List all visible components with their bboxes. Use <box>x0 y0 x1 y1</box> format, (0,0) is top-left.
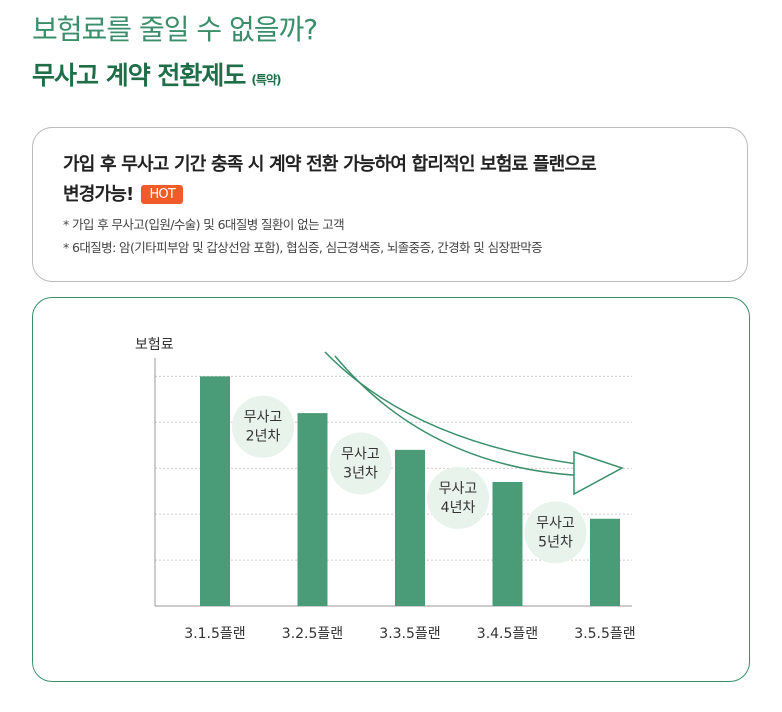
bar <box>297 413 328 606</box>
trend-arrow <box>324 351 613 469</box>
x-tick-label: 3.5.5플랜 <box>574 626 635 642</box>
annotation-badge <box>232 395 294 458</box>
x-tick-label: 3.3.5플랜 <box>379 626 440 642</box>
info-line-2: 변경가능! HOT <box>63 180 184 206</box>
x-tick-label: 3.2.5플랜 <box>282 626 343 642</box>
trend-arrow <box>334 355 591 477</box>
info-box: 가입 후 무사고 기간 충족 시 계약 전환 가능하여 합리적인 보험료 플랜으… <box>32 127 748 282</box>
annotation-badge <box>427 466 489 529</box>
note: * 6대질병: 암(기타피부암 및 갑상선암 포함), 협심증, 심근경색증, … <box>63 240 543 255</box>
title: 보험료를 줄일 수 없을까? <box>32 13 318 46</box>
x-tick-label: 3.4.5플랜 <box>477 626 538 642</box>
annotation: 무사고 <box>244 410 283 426</box>
annotation: 3년차 <box>343 465 378 481</box>
subtitle-text: 무사고 계약 전환제도 <box>32 61 246 90</box>
info-line: 가입 후 무사고 기간 충족 시 계약 전환 가능하여 합리적인 보험료 플랜으… <box>63 154 597 175</box>
annotation-badge <box>524 501 587 564</box>
chart-box <box>32 297 750 682</box>
arrow-head <box>573 450 624 496</box>
y-axis-label: 보험료 <box>135 337 174 353</box>
plot: 보험료 3.1.5플랜 3.2.5플랜 3.3.5플랜 3.4.5플랜 3.5.5플랜 무사… <box>135 337 636 642</box>
annotation-badge <box>329 432 392 495</box>
bar <box>492 482 523 606</box>
annotation: 5년차 <box>538 534 573 550</box>
note: * 가입 후 무사고(입원/수술) 및 6대질병 질환이 없는 고객 <box>63 217 345 232</box>
annotation: 2년차 <box>246 429 281 445</box>
info-line: 변경가능! <box>63 184 134 205</box>
annotation: 무사고 <box>341 446 380 462</box>
bar <box>395 449 425 606</box>
bar <box>590 518 620 606</box>
x-tick-label: 3.1.5플랜 <box>184 626 245 642</box>
annotation: 무사고 <box>439 481 478 497</box>
annotation: 4년차 <box>441 500 476 516</box>
subtitle: 무사고 계약 전환제도 (특약) <box>32 56 281 92</box>
annotation: 무사고 <box>536 515 575 531</box>
bar <box>200 376 230 606</box>
subtitle-note: (특약) <box>251 73 281 87</box>
hot-badge: HOT <box>141 185 184 204</box>
